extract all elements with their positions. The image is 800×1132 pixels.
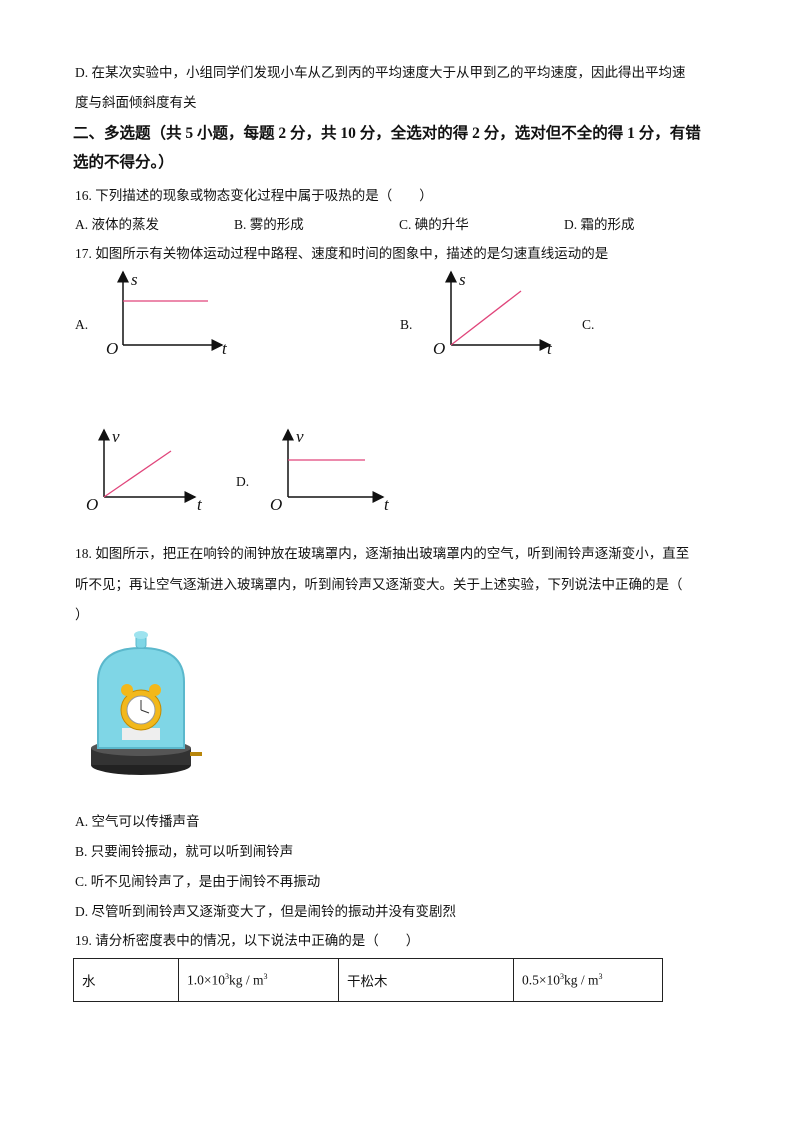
graph-d: v O t — [270, 427, 390, 514]
q18-stem-cont: 听不见；再让空气逐渐进入玻璃罩内，听到闹铃声又逐渐变大。关于上述实验，下列说法中… — [75, 577, 683, 592]
q18-option-a: A. 空气可以传播声音 — [75, 814, 200, 829]
density-value: 1.0×103kg / m3 — [178, 958, 339, 1002]
q17-label-a: A. — [75, 317, 89, 332]
graph-c: v O t — [86, 427, 203, 514]
section-heading-cont: 选的不得分。） — [73, 154, 174, 171]
graph-a: s O t — [106, 270, 228, 358]
q18-option-d: D. 尽管听到闹铃声又逐渐变大了，但是闹铃的振动并没有变剧烈 — [75, 904, 456, 919]
x-axis-label: t — [222, 339, 228, 358]
origin-label: O — [106, 339, 118, 358]
q16-stem: 16. 下列描述的现象或物态变化过程中属于吸热的是（ ） — [75, 188, 433, 203]
x-axis-label: t — [197, 495, 203, 514]
q17-stem: 17. 如图所示有关物体运动过程中路程、速度和时间的图象中，描述的是匀速直线运动… — [75, 246, 609, 261]
q19-stem: 19. 请分析密度表中的情况，以下说法中正确的是（ ） — [75, 933, 420, 948]
x-axis-label: t — [384, 495, 390, 514]
material-name: 干松木 — [338, 958, 514, 1002]
graph-b: s O t — [433, 270, 553, 358]
material-name: 水 — [73, 958, 179, 1002]
q18-option-b: B. 只要闹铃振动，就可以听到闹铃声 — [75, 844, 294, 859]
q17-label-b: B. — [400, 317, 413, 332]
bell-jar-alarm-clock-image — [91, 631, 202, 775]
origin-label: O — [433, 339, 445, 358]
q16-option-b: B. 雾的形成 — [234, 217, 304, 232]
q16-option-a: A. 液体的蒸发 — [75, 217, 159, 232]
q16-option-c: C. 碘的升华 — [399, 217, 469, 232]
x-axis-label: t — [547, 339, 553, 358]
table-row: 水 1.0×103kg / m3 干松木 0.5×103kg / m3 — [73, 958, 663, 1002]
q15-option-d-cont: 度与斜面倾斜度有关 — [75, 95, 197, 110]
density-table: 水 1.0×103kg / m3 干松木 0.5×103kg / m3 — [73, 958, 663, 1002]
density-value: 0.5×103kg / m3 — [513, 958, 663, 1002]
q17-label-c: C. — [582, 317, 595, 332]
q18-option-c: C. 听不见闹铃声了，是由于闹铃不再振动 — [75, 874, 321, 889]
graph-line — [103, 450, 172, 498]
graph-line — [450, 290, 522, 346]
q18-stem: 18. 如图所示，把正在响铃的闹钟放在玻璃罩内，逐渐抽出玻璃罩内的空气，听到闹铃… — [75, 546, 690, 561]
y-axis-label: s — [131, 270, 138, 289]
section-heading: 二、多选题（共 5 小题，每题 2 分，共 10 分，全选对的得 2 分，选对但… — [73, 125, 701, 142]
q16-option-d: D. 霜的形成 — [564, 217, 635, 232]
q15-option-d: D. 在某次实验中，小组同学们发现小车从乙到丙的平均速度大于从甲到乙的平均速度，… — [75, 65, 686, 80]
y-axis-label: v — [296, 427, 304, 446]
q18-stem-end: ） — [75, 607, 89, 622]
y-axis-label: s — [459, 270, 466, 289]
q17-label-d: D. — [236, 474, 250, 489]
origin-label: O — [270, 495, 282, 514]
q17-graphs: s O t s O t v O t v O t — [86, 270, 553, 514]
y-axis-label: v — [112, 427, 120, 446]
origin-label: O — [86, 495, 98, 514]
